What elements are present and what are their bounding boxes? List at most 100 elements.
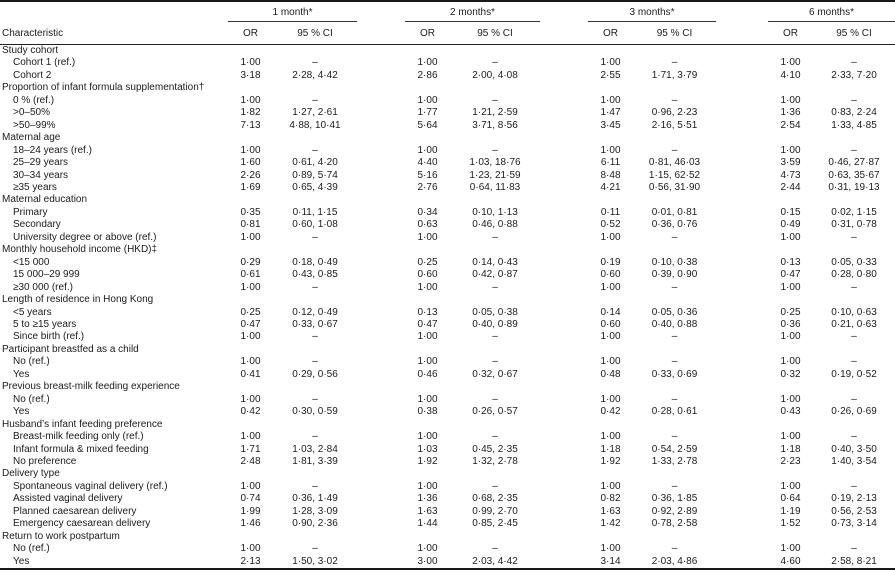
or-value: 0·47 [240, 318, 261, 330]
column-spacer [540, 269, 588, 281]
table-row: <15 000 0·29 0·18, 0·49 0·25 0·14, 0·43 0·19 0… [0, 257, 895, 269]
ci-value: – [312, 144, 318, 156]
ci-value: 0·73, 3·14 [831, 518, 877, 530]
or-value: 1·00 [417, 94, 438, 106]
table-row: No (ref.) 1·00 – 1·00 – 1·00 – 1·00 – [0, 543, 895, 555]
column-spacer [357, 157, 405, 169]
ci-value: 0·10, 1·13 [472, 206, 518, 218]
ci-value: 1·28, 3·09 [292, 505, 338, 517]
column-spacer [540, 157, 588, 169]
or-value: 1·00 [240, 231, 261, 243]
column-spacer [540, 556, 588, 569]
ci-value: – [671, 393, 678, 405]
ci-value: 2·03, 4·86 [651, 555, 698, 567]
table-row: Emergency caesarean delivery 1·46 0·90, 2·… [0, 518, 895, 530]
or-value: 8·48 [600, 169, 621, 181]
ci-value: – [312, 331, 318, 343]
table-row: 15 000–29 999 0·61 0·43, 0·85 0·60 0·42, 0·8… [0, 269, 895, 281]
group-row: Length of residence in Hong Kong [0, 294, 895, 306]
or-value: 1·00 [780, 480, 801, 492]
row-label: Since birth (ref.) [13, 331, 85, 343]
ci-value: – [312, 281, 318, 293]
column-spacer [716, 444, 768, 456]
row-label: University degree or above (ref.) [13, 231, 157, 243]
column-spacer [357, 257, 405, 269]
column-spacer [357, 394, 405, 406]
or-value: 1·00 [600, 356, 621, 368]
or-value: 0·38 [417, 406, 438, 418]
column-spacer [716, 157, 768, 169]
column-spacer [540, 307, 588, 319]
ci-value: – [671, 480, 678, 492]
ci-header: 95 % CI [273, 21, 357, 45]
column-spacer [540, 145, 588, 157]
table-row: Yes 2·13 1·50, 3·02 3·00 2·03, 4·42 3·14 2·03,… [0, 556, 895, 569]
ci-value: – [851, 94, 857, 106]
ci-value: 1·15, 62·52 [648, 169, 701, 181]
or-value: 1·46 [240, 518, 261, 530]
or-value: 1·00 [600, 543, 621, 555]
row-label: No (ref.) [13, 393, 50, 405]
or-value: 1·00 [600, 144, 621, 156]
column-spacer [716, 406, 768, 418]
row-label: Yes [13, 368, 30, 380]
column-spacer [540, 232, 588, 244]
column-spacer [357, 444, 405, 456]
column-spacer [540, 57, 588, 69]
ci-value: 1·81, 3·39 [292, 455, 338, 467]
ci-value: 0·28, 0·61 [651, 406, 698, 418]
ci-value: – [851, 231, 857, 243]
or-value: 1·69 [240, 181, 261, 193]
or-value: 0·36 [780, 318, 801, 330]
column-spacer [357, 219, 405, 231]
ci-value: – [851, 57, 857, 69]
column-spacer [540, 219, 588, 231]
ci-value: 2·33, 7·20 [831, 69, 877, 81]
or-header: OR [405, 21, 450, 45]
or-value: 0·47 [780, 269, 801, 281]
ci-header: 95 % CI [813, 21, 895, 45]
column-spacer [357, 182, 405, 194]
column-spacer [540, 456, 588, 468]
row-label: Infant formula & mixed feeding [13, 443, 149, 455]
table-row: Secondary 0·81 0·60, 1·08 0·63 0·46, 0·88 0·5… [0, 219, 895, 231]
ci-value: 0·40, 0·88 [651, 318, 698, 330]
ci-value: – [671, 356, 678, 368]
subheader-row: Characteristic OR 95 % CI OR 95 % CI OR … [0, 21, 895, 45]
or-value: 0·43 [780, 406, 801, 418]
or-value: 1·00 [417, 393, 438, 405]
or-value: 1·18 [600, 443, 621, 455]
column-spacer [716, 307, 768, 319]
table-row: 30–34 years 2·26 0·89, 5·74 5·16 1·23, 21·59… [0, 170, 895, 182]
table-row: ≥30 000 (ref.) 1·00 – 1·00 – 1·00 – 1·00 – [0, 282, 895, 294]
column-spacer [540, 170, 588, 182]
group-row-label: Length of residence in Hong Kong [2, 294, 154, 306]
ci-value: 1·71, 3·79 [651, 69, 698, 81]
or-value: 0·42 [600, 406, 621, 418]
or-value: 2·86 [417, 69, 438, 81]
column-spacer [357, 518, 405, 530]
or-value: 0·46 [417, 368, 438, 380]
column-spacer [716, 543, 768, 555]
ci-value: 0·81, 46·03 [648, 157, 701, 169]
column-spacer [540, 120, 588, 132]
ci-value: 0·02, 1·15 [831, 206, 877, 218]
ci-value: 0·26, 0·69 [831, 406, 877, 418]
table-row: Cohort 1 (ref.) 1·00 – 1·00 – 1·00 – 1·00 – [0, 57, 895, 69]
column-spacer [540, 331, 588, 343]
ci-value: 0·40, 3·50 [831, 443, 877, 455]
column-spacer [540, 356, 588, 368]
column-spacer [357, 493, 405, 505]
column-spacer [540, 506, 588, 518]
column-spacer [357, 319, 405, 331]
ci-value: – [851, 431, 857, 443]
or-value: 1·42 [600, 518, 621, 530]
table-row: >0–50% 1·82 1·27, 2·61 1·77 1·21, 2·59 1·47 0·… [0, 107, 895, 119]
column-spacer [716, 319, 768, 331]
or-value: 0·13 [780, 256, 801, 268]
column-spacer [540, 95, 588, 107]
ci-value: 0·12, 0·49 [292, 306, 338, 318]
or-value: 1·00 [780, 231, 801, 243]
row-label: 15 000–29 999 [13, 269, 80, 281]
ci-value: 0·05, 0·36 [651, 306, 698, 318]
